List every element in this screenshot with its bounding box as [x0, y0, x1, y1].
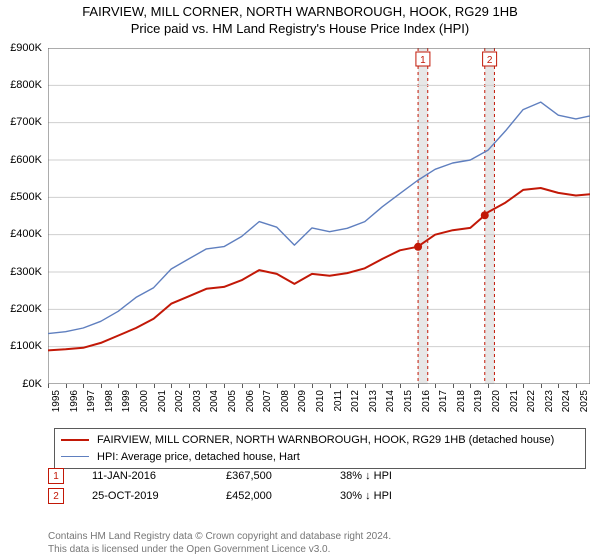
x-tick-label: 2024: [561, 390, 572, 412]
x-tick-label: 2000: [139, 390, 150, 412]
footer-line-2: This data is licensed under the Open Gov…: [48, 544, 391, 557]
x-tick-label: 2014: [385, 390, 396, 412]
x-tick-label: 1999: [121, 390, 132, 412]
legend-row-hpi: HPI: Average price, detached house, Hart: [61, 449, 579, 466]
x-tick-label: 2019: [473, 390, 484, 412]
y-tick-label: £600K: [10, 154, 42, 166]
sales-table: 1 11-JAN-2016 £367,500 38% ↓ HPI 2 25-OCT-201…: [48, 466, 586, 506]
x-tick-label: 2008: [280, 390, 291, 412]
sales-row: 2 25-OCT-2019 £452,000 30% ↓ HPI: [48, 486, 586, 506]
x-tick-label: 2003: [192, 390, 203, 412]
legend-row-subject: FAIRVIEW, MILL CORNER, NORTH WARNBOROUGH…: [61, 432, 579, 449]
y-tick-label: £500K: [10, 191, 42, 203]
x-tick-label: 2021: [509, 390, 520, 412]
footer-line-1: Contains HM Land Registry data © Crown c…: [48, 531, 391, 544]
x-tick-label: 2018: [456, 390, 467, 412]
sale-date: 25-OCT-2019: [92, 490, 202, 502]
legend-swatch-subject: [61, 439, 89, 441]
y-tick-label: £800K: [10, 79, 42, 91]
legend-box: FAIRVIEW, MILL CORNER, NORTH WARNBOROUGH…: [54, 428, 586, 469]
x-tick-label: 1998: [104, 390, 115, 412]
x-tick-label: 2015: [403, 390, 414, 412]
chart-area: 12 £0K£100K£200K£300K£400K£500K£600K£700…: [0, 42, 600, 422]
y-tick-label: £100K: [10, 340, 42, 352]
footer: Contains HM Land Registry data © Crown c…: [48, 531, 391, 556]
sales-row: 1 11-JAN-2016 £367,500 38% ↓ HPI: [48, 466, 586, 486]
legend-swatch-hpi: [61, 456, 89, 457]
legend-label-hpi: HPI: Average price, detached house, Hart: [97, 449, 300, 466]
y-tick-label: £200K: [10, 303, 42, 315]
sale-price: £367,500: [226, 470, 316, 482]
x-tick-label: 2023: [544, 390, 555, 412]
x-tick-label: 2016: [421, 390, 432, 412]
x-tick-label: 2007: [262, 390, 273, 412]
sale-delta: 30% ↓ HPI: [340, 490, 392, 502]
title-line-2: Price paid vs. HM Land Registry's House …: [0, 21, 600, 38]
x-tick-label: 2006: [245, 390, 256, 412]
title-line-1: FAIRVIEW, MILL CORNER, NORTH WARNBOROUGH…: [0, 4, 600, 21]
x-tick-label: 2013: [368, 390, 379, 412]
x-tick-label: 1996: [69, 390, 80, 412]
sale-marker: 1: [48, 468, 64, 484]
x-tick-label: 2002: [174, 390, 185, 412]
chart-container: FAIRVIEW, MILL CORNER, NORTH WARNBOROUGH…: [0, 0, 600, 560]
x-tick-label: 2001: [157, 390, 168, 412]
x-tick-label: 2025: [579, 390, 590, 412]
svg-text:2: 2: [487, 55, 493, 66]
y-tick-label: £900K: [10, 42, 42, 54]
svg-text:1: 1: [420, 55, 426, 66]
sale-marker: 2: [48, 488, 64, 504]
x-tick-label: 2004: [209, 390, 220, 412]
x-tick-label: 1995: [51, 390, 62, 412]
y-tick-label: £300K: [10, 266, 42, 278]
x-tick-label: 2011: [333, 390, 344, 412]
x-tick-label: 2005: [227, 390, 238, 412]
x-tick-label: 2009: [297, 390, 308, 412]
x-tick-label: 1997: [86, 390, 97, 412]
sale-delta: 38% ↓ HPI: [340, 470, 392, 482]
plot-area: 12 £0K£100K£200K£300K£400K£500K£600K£700…: [48, 48, 590, 384]
y-tick-label: £700K: [10, 116, 42, 128]
x-tick-label: 2020: [491, 390, 502, 412]
x-tick-label: 2012: [350, 390, 361, 412]
sale-date: 11-JAN-2016: [92, 470, 202, 482]
x-tick-label: 2017: [438, 390, 449, 412]
y-tick-label: £0K: [22, 378, 42, 390]
plot-svg: 12: [48, 48, 590, 384]
legend-label-subject: FAIRVIEW, MILL CORNER, NORTH WARNBOROUGH…: [97, 432, 554, 449]
x-tick-label: 2010: [315, 390, 326, 412]
title-block: FAIRVIEW, MILL CORNER, NORTH WARNBOROUGH…: [0, 0, 600, 38]
x-tick-label: 2022: [526, 390, 537, 412]
y-tick-label: £400K: [10, 228, 42, 240]
sale-price: £452,000: [226, 490, 316, 502]
